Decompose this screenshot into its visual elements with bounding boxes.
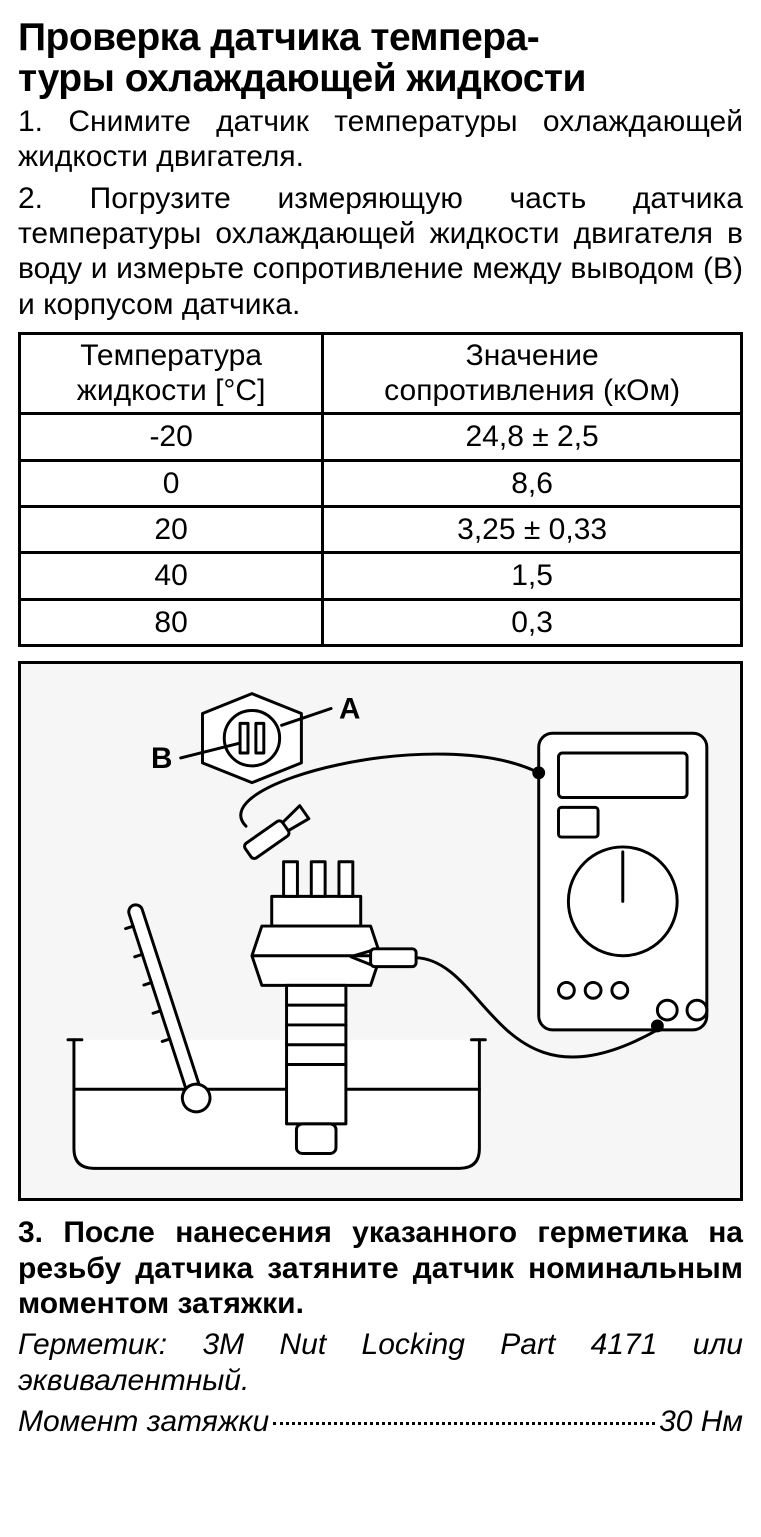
cell-temp: 20 — [20, 507, 323, 553]
page-title: Проверка датчика темпера-туры охлаждающе… — [18, 18, 743, 100]
step-3: 3. После нанесения указанного герме­тика… — [18, 1215, 743, 1321]
label-a: A — [339, 693, 360, 726]
table-row: 40 1,5 — [20, 553, 742, 599]
sealant-note: Герметик: 3M Nut Locking Part 4171 или э… — [18, 1327, 743, 1398]
cell-temp: 80 — [20, 599, 323, 645]
table-row: -20 24,8 ± 2,5 — [20, 414, 742, 460]
cell-temp: 0 — [20, 460, 323, 506]
torque-label: Момент затяжки — [18, 1404, 269, 1439]
table-row: 20 3,25 ± 0,33 — [20, 507, 742, 553]
table-row: 0 8,6 — [20, 460, 742, 506]
torque-line: Момент затяжки 30 Нм — [18, 1404, 743, 1439]
th-resistance: Значениесопротивления (кОм) — [323, 334, 742, 414]
table-body: -20 24,8 ± 2,5 0 8,6 20 3,25 ± 0,33 40 1… — [20, 414, 742, 646]
step-2: 2. Погрузите измеряющую часть дат­чика т… — [18, 181, 743, 323]
th-temperature: Температуражидкости [°C] — [20, 334, 323, 414]
dot-leader — [273, 1422, 655, 1425]
cell-temp: -20 — [20, 414, 323, 460]
cell-res: 8,6 — [323, 460, 742, 506]
label-b: B — [151, 742, 172, 775]
cell-res: 3,25 ± 0,33 — [323, 507, 742, 553]
table-row: 80 0,3 — [20, 599, 742, 645]
diagram-svg: A B — [21, 664, 740, 1198]
cell-res: 24,8 ± 2,5 — [323, 414, 742, 460]
step-1: 1. Снимите датчик температуры охла­ждающ… — [18, 104, 743, 175]
cell-res: 1,5 — [323, 553, 742, 599]
torque-value: 30 Нм — [659, 1404, 743, 1439]
resistance-table: Температуражидкости [°C] Значениесопроти… — [18, 332, 743, 647]
cell-res: 0,3 — [323, 599, 742, 645]
measurement-diagram: A B — [18, 661, 743, 1201]
cell-temp: 40 — [20, 553, 323, 599]
